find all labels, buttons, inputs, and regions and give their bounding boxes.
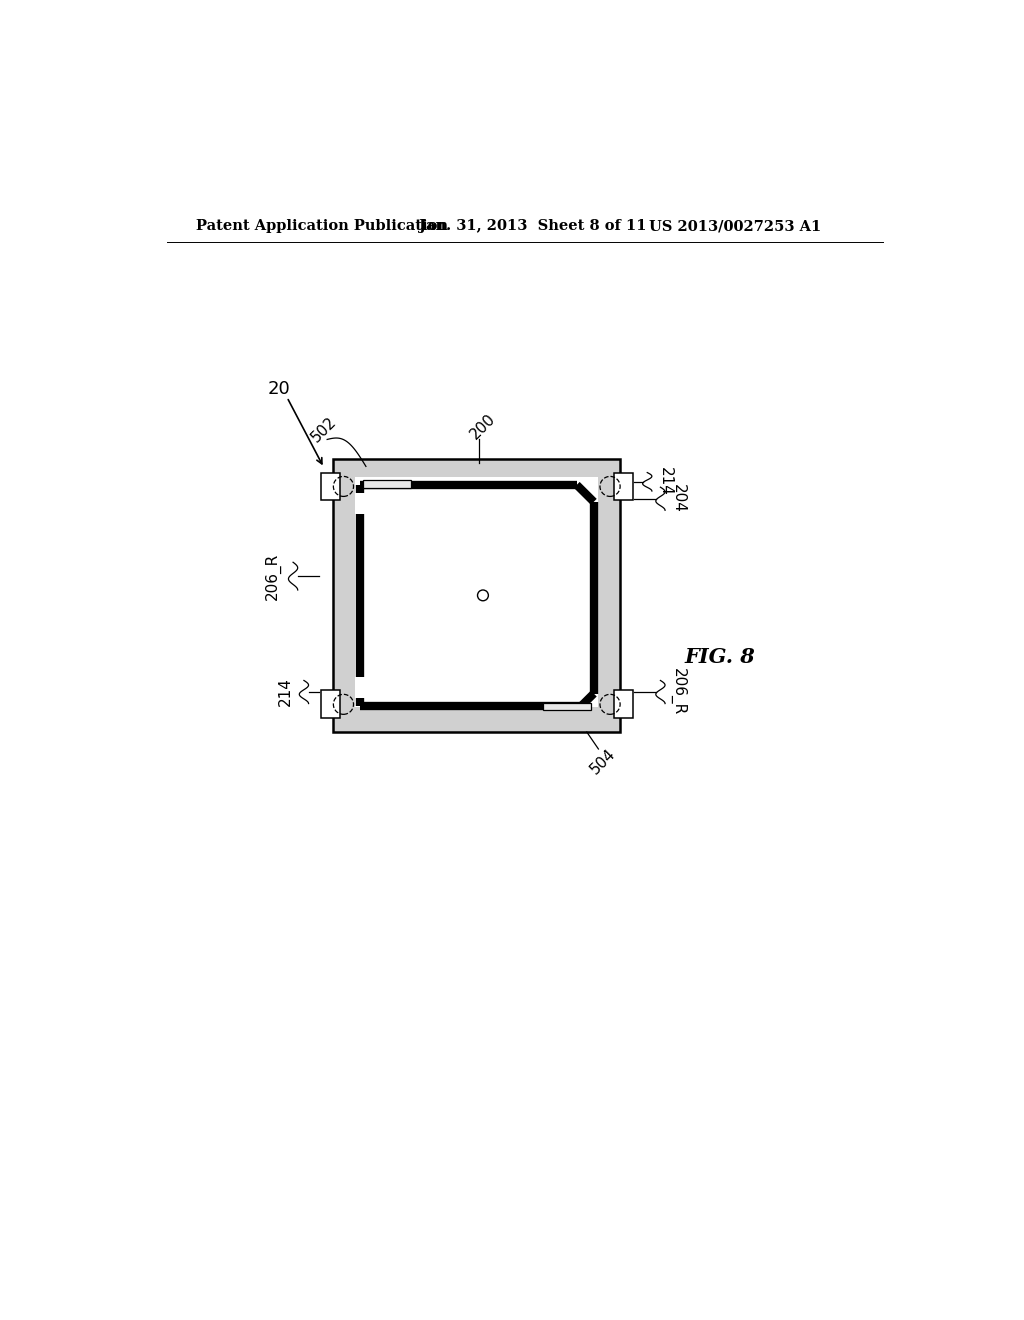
- Text: Patent Application Publication: Patent Application Publication: [197, 219, 449, 234]
- Bar: [355, 478, 598, 708]
- Text: 504: 504: [588, 746, 618, 777]
- Bar: [614, 690, 633, 718]
- Bar: [614, 473, 633, 500]
- Text: 20: 20: [267, 380, 291, 399]
- Text: 206_R: 206_R: [265, 553, 281, 599]
- Text: FIG. 8: FIG. 8: [684, 647, 756, 668]
- Bar: [321, 690, 340, 718]
- Text: 502: 502: [308, 414, 340, 445]
- Text: 200: 200: [467, 411, 499, 442]
- Text: 214: 214: [278, 677, 293, 706]
- Text: 204: 204: [671, 484, 686, 513]
- Bar: [321, 473, 340, 500]
- Circle shape: [477, 590, 488, 601]
- Text: 206_R: 206_R: [670, 668, 686, 715]
- Bar: [543, 702, 591, 710]
- Text: Jan. 31, 2013  Sheet 8 of 11: Jan. 31, 2013 Sheet 8 of 11: [419, 219, 646, 234]
- Bar: [362, 480, 411, 488]
- Bar: [334, 459, 621, 733]
- Text: 214: 214: [657, 467, 673, 496]
- Text: US 2013/0027253 A1: US 2013/0027253 A1: [649, 219, 821, 234]
